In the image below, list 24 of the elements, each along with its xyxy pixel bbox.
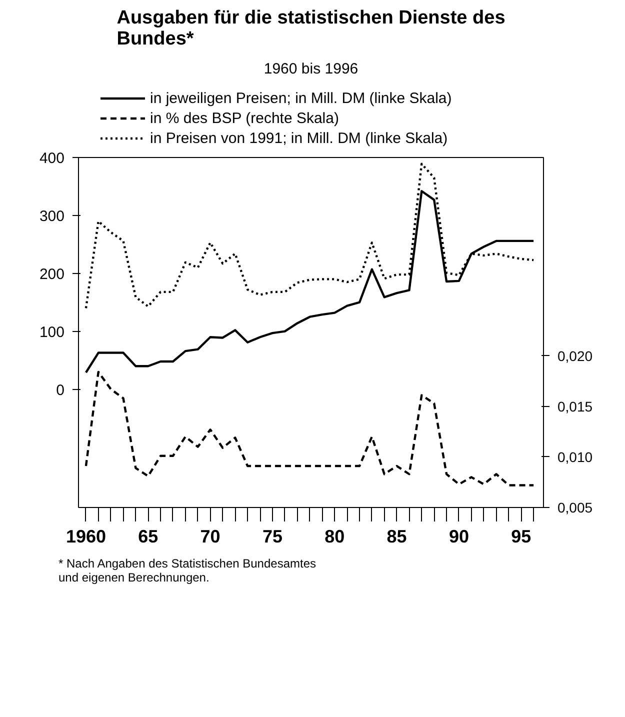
x-tick-label: 80 (324, 526, 345, 546)
x-tick-label: 85 (386, 526, 407, 546)
y-tick-label: 0 (56, 382, 64, 399)
y2-tick-label: 0,010 (558, 448, 593, 465)
x-tick-label: 90 (448, 526, 469, 546)
chart-subtitle: 1960 bis 1996 (264, 60, 358, 78)
y2-tick-label: 0,015 (558, 398, 593, 414)
y-tick-label: 100 (39, 324, 65, 341)
x-tick-label: 1960 (66, 526, 106, 546)
chart-title: Ausgaben für die statistischen Dienste des Bundes* (116, 8, 506, 50)
legend-label: in % des BSP (rechte Skala) (150, 109, 339, 127)
text: * Nach Angaben des Statistischen Bundesamtes und eigenen Berechnungen. (58, 556, 316, 584)
legend-label: in jeweiligen Preisen; in Mill. DM (linke Skala) (150, 89, 452, 107)
y2-tick-label: 0,005 (558, 500, 593, 516)
x-tick-label: 75 (262, 526, 282, 546)
legend-label: in Preisen von 1991; in Mill. DM (linke Skala) (150, 129, 448, 147)
x-tick-label: 65 (138, 526, 158, 546)
y2-tick-label: 0,020 (558, 348, 593, 364)
y-tick-label: 200 (39, 266, 65, 283)
y-tick-label: 300 (39, 208, 65, 225)
x-tick-label: 95 (511, 526, 532, 546)
line-series (84, 370, 535, 486)
x-tick-label: 70 (200, 526, 220, 546)
y-tick-label: 400 (39, 150, 65, 167)
